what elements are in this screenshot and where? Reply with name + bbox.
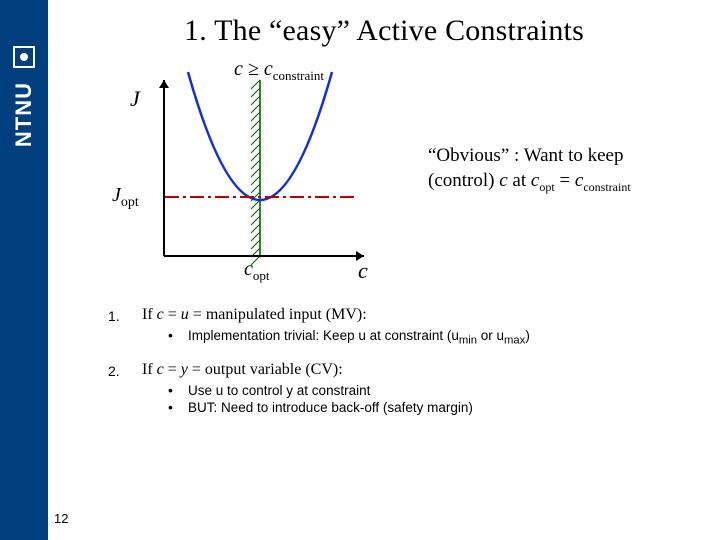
slide-title: 1. The “easy” Active Constraints bbox=[48, 14, 720, 48]
ntnu-text: NTNU bbox=[11, 82, 37, 147]
list-item: If c = y = output variable (CV): Use u to… bbox=[142, 361, 708, 429]
chart-region: J Jopt c ≥ cconstraint copt c “Obvious” … bbox=[108, 58, 688, 288]
list-number: 1. bbox=[108, 306, 142, 361]
list-item-main: If c = u = manipulated input (MV): bbox=[142, 306, 708, 324]
slide-content: 1. The “easy” Active Constraints J Jopt … bbox=[48, 0, 720, 540]
axis-label-J: J bbox=[130, 86, 140, 112]
ntnu-logo-icon bbox=[13, 46, 35, 68]
label-copt: copt bbox=[244, 258, 270, 284]
ntnu-sidebar: NTNU bbox=[0, 0, 48, 540]
list-item-main: If c = y = output variable (CV): bbox=[142, 361, 708, 379]
obvious-text: “Obvious” : Want to keep (control) c at … bbox=[428, 144, 631, 195]
bullet-lists: 1.If c = u = manipulated input (MV): Impl… bbox=[108, 306, 708, 429]
list-number: 2. bbox=[108, 361, 142, 429]
list-sub-bullet: BUT: Need to introduce back-off (safety … bbox=[164, 400, 708, 415]
obvious-line2: (control) c at copt = cconstraint bbox=[428, 169, 631, 195]
axis-label-c: c bbox=[358, 258, 368, 284]
label-constraint: c ≥ cconstraint bbox=[234, 58, 324, 84]
list-item: If c = u = manipulated input (MV): Implem… bbox=[142, 306, 708, 361]
page-number: 12 bbox=[54, 511, 68, 526]
label-Jopt: Jopt bbox=[112, 184, 139, 211]
list-sub-bullet: Implementation trivial: Keep u at constr… bbox=[164, 328, 708, 347]
obvious-line1: “Obvious” : Want to keep bbox=[428, 144, 631, 169]
list-sub-bullet: Use u to control y at constraint bbox=[164, 383, 708, 398]
